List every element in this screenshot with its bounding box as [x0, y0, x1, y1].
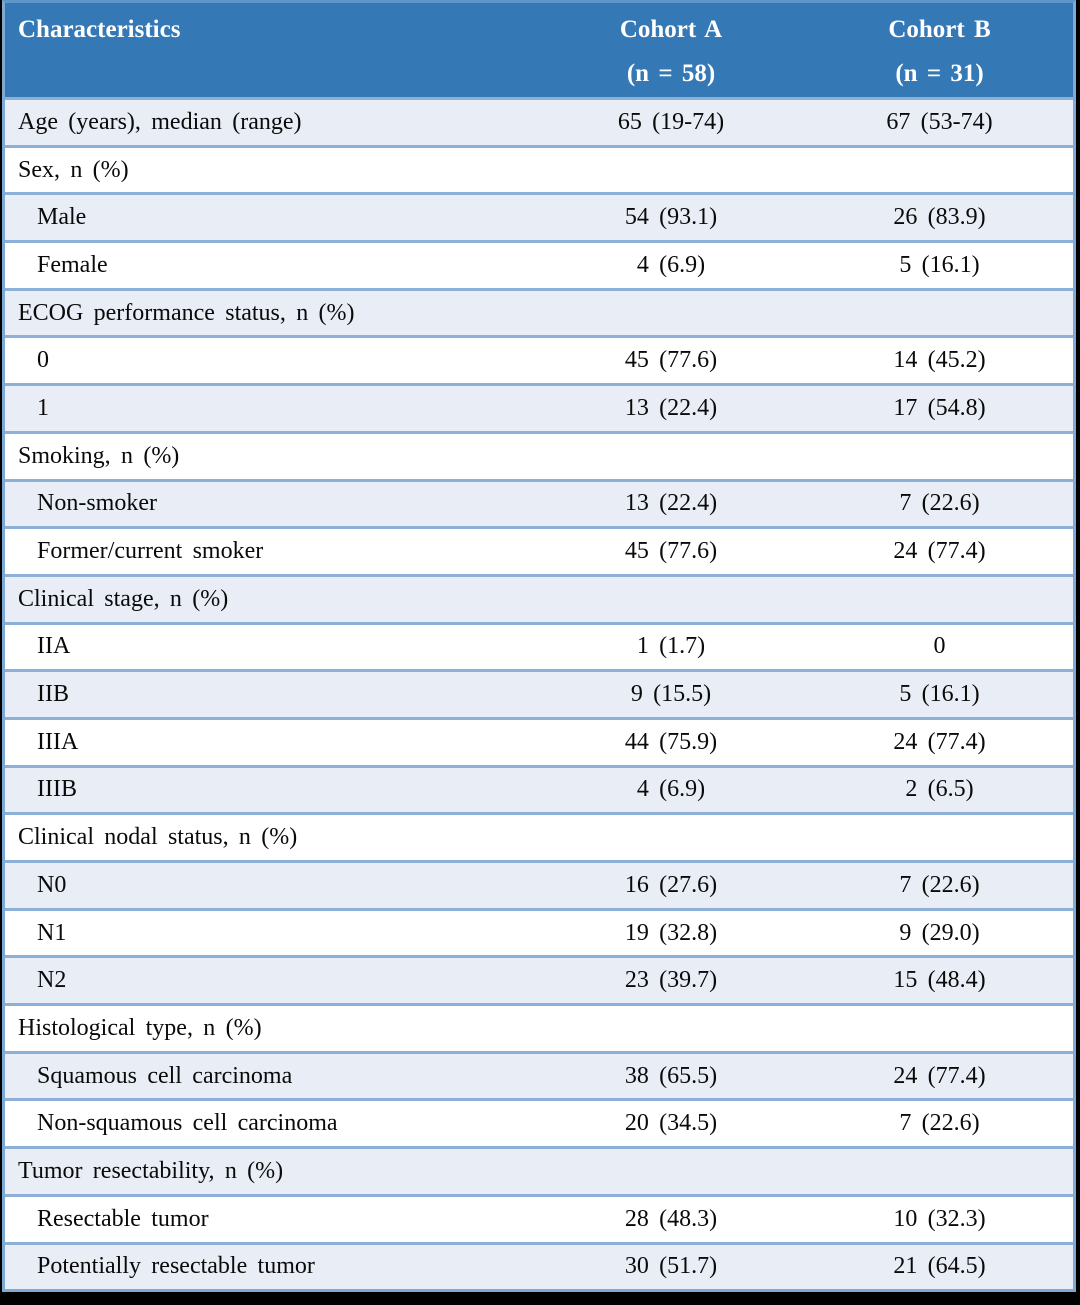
- cohort-a-value: 4 (6.9): [636, 251, 706, 278]
- cohort-a-value: 19 (32.8): [624, 919, 718, 946]
- cohort-b-value: 5 (16.1): [899, 681, 980, 708]
- row-label: Potentially resectable tumor: [37, 1253, 315, 1280]
- table-row: Clinical nodal status, n (%): [5, 812, 1073, 860]
- row-label: N1: [37, 919, 67, 946]
- cohort-a-value: 44 (75.9): [624, 728, 718, 755]
- cohort-a-value: 30 (51.7): [624, 1253, 718, 1280]
- table-row: IIB 9 (15.5) 5 (16.1): [5, 669, 1073, 717]
- table-row: IIIA 44 (75.9) 24 (77.4): [5, 716, 1073, 765]
- table-row: Squamous cell carcinoma 38 (65.5) 24 (77…: [5, 1050, 1073, 1099]
- cohort-b-value: 24 (77.4): [893, 1062, 986, 1089]
- row-label: IIIA: [37, 728, 79, 755]
- header-cohort-b-name: Cohort B: [888, 16, 991, 43]
- cohort-b-value: 24 (77.4): [893, 728, 986, 755]
- cohort-a-value: 54 (93.1): [624, 204, 718, 231]
- row-label: N0: [37, 871, 67, 898]
- header-cohort-b-n: (n = 31): [895, 60, 984, 87]
- cohort-a-value: 13 (22.4): [624, 490, 718, 517]
- table-header-row: Characteristics Cohort A (n = 58) Cohort…: [5, 3, 1073, 97]
- cohort-b-value: 24 (77.4): [893, 538, 986, 565]
- cohort-b-value: 7 (22.6): [899, 490, 980, 517]
- cohort-a-value: 16 (27.6): [624, 871, 718, 898]
- row-label: N2: [37, 967, 67, 994]
- header-cohort-a-name: Cohort A: [619, 16, 723, 43]
- cohort-b-value: 67 (53-74): [886, 108, 993, 135]
- cohort-b-value: 2 (6.5): [905, 776, 974, 803]
- cohort-b-value: 10 (32.3): [893, 1205, 986, 1232]
- cohort-b-value: 17 (54.8): [893, 394, 986, 421]
- cohort-b-value: 7 (22.6): [899, 871, 980, 898]
- cohort-b-value: 21 (64.5): [893, 1253, 986, 1280]
- header-characteristics: Characteristics: [18, 16, 181, 43]
- row-label: Clinical stage, n (%): [18, 585, 229, 612]
- header-cohort-a-n: (n = 58): [626, 60, 716, 87]
- table-row: Male 54 (93.1) 26 (83.9): [5, 192, 1073, 241]
- row-label: Male: [37, 204, 87, 231]
- cohort-a-value: 20 (34.5): [624, 1110, 718, 1137]
- cohort-a-value: 28 (48.3): [624, 1205, 718, 1232]
- table-row: Resectable tumor 28 (48.3) 10 (32.3): [5, 1193, 1073, 1242]
- row-label: Smoking, n (%): [18, 442, 180, 469]
- cohort-b-value: 5 (16.1): [899, 251, 980, 278]
- table-row: IIA 1 (1.7) 0: [5, 621, 1073, 670]
- row-label: IIB: [37, 681, 69, 708]
- row-label: Sex, n (%): [18, 156, 129, 183]
- cohort-b-value: 26 (83.9): [893, 204, 986, 231]
- table-row: Non-squamous cell carcinoma 20 (34.5) 7 …: [5, 1098, 1073, 1147]
- table-row: N1 19 (32.8) 9 (29.0): [5, 907, 1073, 956]
- row-label: Non-smoker: [37, 490, 157, 517]
- table-row: 1 13 (22.4) 17 (54.8): [5, 383, 1073, 431]
- cohort-b-value: 15 (48.4): [893, 967, 986, 994]
- header-cohort-a: Cohort A (n = 58): [536, 8, 806, 97]
- row-label: Resectable tumor: [37, 1205, 209, 1232]
- table-row: IIIB 4 (6.9) 2 (6.5): [5, 764, 1073, 813]
- cohort-b-value: 9 (29.0): [899, 919, 980, 946]
- row-label: IIIB: [37, 776, 77, 803]
- cohort-a-value: 9 (15.5): [630, 681, 712, 708]
- row-label: 0: [37, 347, 49, 374]
- table-row: Smoking, n (%): [5, 430, 1073, 479]
- row-label: Non-squamous cell carcinoma: [37, 1110, 338, 1137]
- cohort-a-value: 4 (6.9): [636, 776, 706, 803]
- row-label: Female: [37, 251, 108, 278]
- table-row: 0 45 (77.6) 14 (45.2): [5, 335, 1073, 384]
- cohort-a-value: 13 (22.4): [624, 394, 718, 421]
- table-row: Histological type, n (%): [5, 1003, 1073, 1051]
- table-row: Potentially resectable tumor 30 (51.7) 2…: [5, 1241, 1073, 1290]
- row-label: Clinical nodal status, n (%): [18, 824, 298, 851]
- table-row: Age (years), median (range) 65 (19-74) 6…: [5, 97, 1073, 145]
- cohort-a-value: 65 (19-74): [617, 108, 725, 135]
- cohort-a-value: 45 (77.6): [624, 538, 718, 565]
- table-row: Female 4 (6.9) 5 (16.1): [5, 240, 1073, 288]
- row-label: Age (years), median (range): [18, 108, 302, 135]
- cohort-b-value: 0: [933, 633, 946, 660]
- row-label: IIA: [37, 633, 71, 660]
- patient-characteristics-table: Characteristics Cohort A (n = 58) Cohort…: [5, 3, 1073, 1290]
- row-label: Tumor resectability, n (%): [18, 1157, 284, 1184]
- cohort-b-value: 14 (45.2): [893, 347, 986, 374]
- row-label: 1: [37, 394, 49, 421]
- row-label: Squamous cell carcinoma: [37, 1062, 293, 1089]
- cohort-b-value: 7 (22.6): [899, 1110, 980, 1137]
- row-label: Former/current smoker: [37, 538, 264, 565]
- table-row: Sex, n (%): [5, 144, 1073, 193]
- table-row: N0 16 (27.6) 7 (22.6): [5, 860, 1073, 908]
- header-cohort-b: Cohort B (n = 31): [806, 8, 1073, 97]
- table-row: ECOG performance status, n (%): [5, 287, 1073, 336]
- cohort-a-value: 23 (39.7): [624, 967, 718, 994]
- table-row: Clinical stage, n (%): [5, 573, 1073, 622]
- row-label: ECOG performance status, n (%): [18, 299, 355, 326]
- cohort-a-value: 45 (77.6): [624, 347, 718, 374]
- cohort-a-value: 1 (1.7): [636, 633, 706, 660]
- cohort-a-value: 38 (65.5): [624, 1062, 718, 1089]
- table-row: Tumor resectability, n (%): [5, 1146, 1073, 1194]
- table-row: Former/current smoker 45 (77.6) 24 (77.4…: [5, 526, 1073, 574]
- table-row: N2 23 (39.7) 15 (48.4): [5, 955, 1073, 1004]
- table-row: Non-smoker 13 (22.4) 7 (22.6): [5, 478, 1073, 527]
- row-label: Histological type, n (%): [18, 1014, 262, 1041]
- table-body: Age (years), median (range) 65 (19-74) 6…: [5, 97, 1073, 1290]
